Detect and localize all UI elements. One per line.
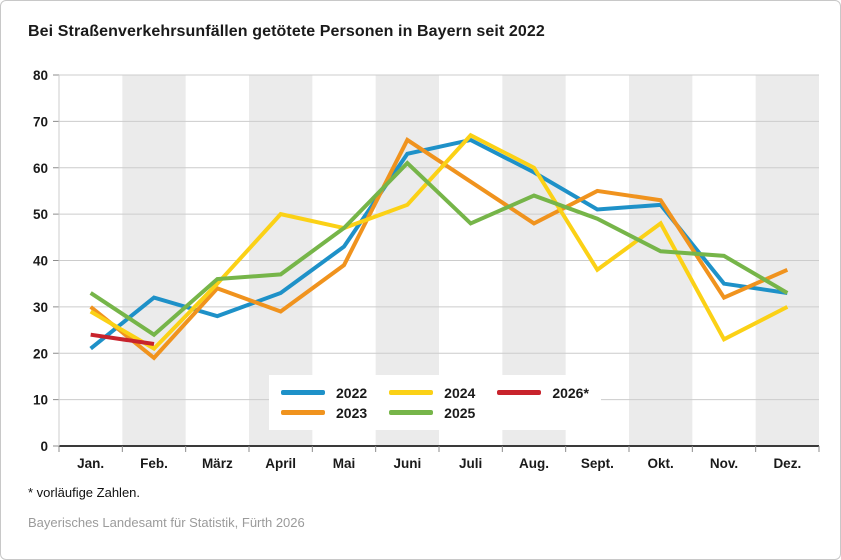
y-tick-label: 50	[33, 207, 48, 222]
series-line-2025	[89, 160, 789, 338]
y-tick-label: 10	[33, 393, 48, 408]
legend-swatch	[281, 410, 325, 415]
x-tick-label: Juli	[459, 456, 482, 471]
legend-swatch	[281, 390, 325, 395]
chart-source: Bayerisches Landesamt für Statistik, Für…	[28, 515, 305, 530]
y-tick-label: 0	[40, 439, 48, 454]
legend-label: 2023	[336, 404, 368, 421]
x-tick-label: Nov.	[710, 456, 738, 471]
legend-item-2025: 2025	[389, 405, 475, 421]
legend-item-2022: 2022	[281, 385, 367, 401]
chart-legend: 2022 2023 2024 2025 2026*	[269, 375, 601, 430]
x-tick-label: Juni	[393, 456, 421, 471]
y-tick-label: 60	[33, 161, 48, 176]
chart-title: Bei Straßenverkehrsunfällen getötete Per…	[28, 23, 545, 40]
legend-item-2026: 2026*	[497, 385, 589, 401]
x-tick-label: Aug.	[519, 456, 549, 471]
legend-label: 2022	[336, 384, 368, 401]
x-tick-label: Feb.	[140, 456, 168, 471]
y-tick-label: 20	[33, 346, 48, 361]
legend-label: 2025	[444, 404, 476, 421]
y-tick-label: 80	[33, 68, 48, 83]
series-line-2024	[89, 132, 789, 352]
series-line-2026	[90, 332, 155, 346]
x-tick-label: Dez.	[773, 456, 801, 471]
series-line-2023	[89, 137, 789, 361]
legend-swatch	[497, 390, 542, 395]
legend-label: 2024	[444, 384, 476, 401]
legend-label: 2026*	[552, 384, 589, 401]
legend-swatch	[389, 390, 434, 395]
x-tick-label: Okt.	[648, 456, 674, 471]
legend-item-2024: 2024	[389, 385, 475, 401]
legend-item-2023: 2023	[281, 405, 367, 421]
chart-footnote: * vorläufige Zahlen.	[28, 485, 141, 500]
x-tick-label: März	[202, 456, 233, 471]
x-tick-label: Sept.	[581, 456, 614, 471]
y-tick-label: 30	[33, 300, 48, 315]
x-tick-label: Jan.	[77, 456, 104, 471]
y-tick-label: 40	[33, 254, 48, 269]
legend-swatch	[389, 410, 434, 415]
x-tick-label: April	[265, 456, 296, 471]
y-tick-label: 70	[33, 114, 48, 129]
x-tick-label: Mai	[333, 456, 356, 471]
